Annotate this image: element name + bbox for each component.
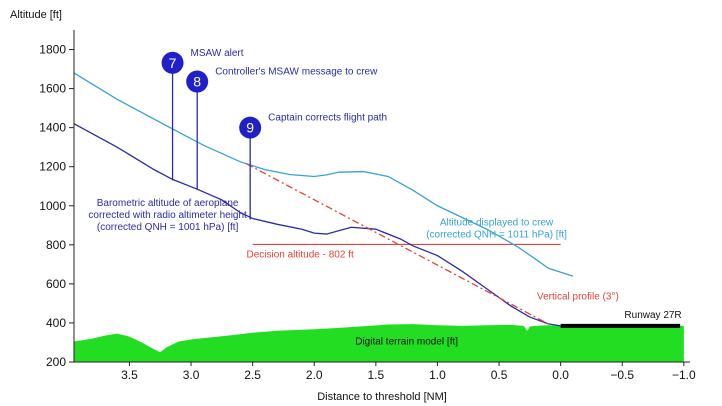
y-tick-label: 200 (46, 355, 66, 369)
runway-label: Runway 27R (624, 310, 681, 321)
x-tick-label: −1.0 (672, 368, 696, 382)
y-tick-label: 400 (46, 316, 66, 330)
decision-altitude-label: Decision altitude - 802 ft (246, 249, 354, 260)
y-tick-label: 1000 (39, 199, 66, 213)
x-tick-label: −0.5 (610, 368, 634, 382)
y-tick-label: 800 (46, 238, 66, 252)
annotation-text: MSAW alert (191, 48, 244, 59)
terrain-label: Digital terrain model [ft] (355, 336, 458, 347)
y-tick-label: 1800 (39, 43, 66, 57)
x-tick-label: 2.5 (244, 368, 261, 382)
series-line (73, 72, 574, 277)
series-label: corrected with radio altimeter height (88, 210, 247, 221)
series-line (73, 123, 561, 327)
annotation-marker (161, 51, 184, 74)
annotation-text: Captain corrects flight path (268, 113, 387, 124)
x-tick-label: 0.0 (552, 368, 569, 382)
x-tick-label: 0.5 (491, 368, 508, 382)
y-axis-title: Altitude [ft] (10, 9, 62, 21)
annotation-marker (239, 116, 262, 139)
annotation-number: 8 (193, 74, 201, 90)
x-axis-title: Distance to threshold [NM] (317, 391, 447, 403)
x-tick-label: 3.0 (183, 368, 200, 382)
x-tick-label: 1.5 (367, 368, 384, 382)
series-label: (corrected QNH = 1001 hPa) [ft] (97, 222, 239, 233)
x-tick-label: 1.0 (429, 368, 446, 382)
series-line (246, 163, 549, 325)
y-tick-label: 1400 (39, 121, 66, 135)
y-tick-label: 1600 (39, 82, 66, 96)
annotation-number: 7 (169, 55, 177, 71)
y-tick-label: 600 (46, 277, 66, 291)
series-label: Vertical profile (3°) (537, 292, 619, 303)
x-tick-label: 2.0 (306, 368, 323, 382)
series-label: (corrected QNH = 1011 hPa) [ft] (426, 230, 567, 241)
series-label: Barometric altitude of aeroplane (97, 198, 239, 209)
annotation-marker (186, 70, 209, 93)
y-tick-label: 1200 (39, 160, 66, 174)
annotation-text: Controller's MSAW message to crew (215, 67, 378, 78)
series-label: Altitude displayed to crew (440, 218, 554, 229)
annotation-number: 9 (246, 120, 254, 136)
terrain-area (74, 324, 684, 362)
x-tick-label: 3.5 (121, 368, 138, 382)
